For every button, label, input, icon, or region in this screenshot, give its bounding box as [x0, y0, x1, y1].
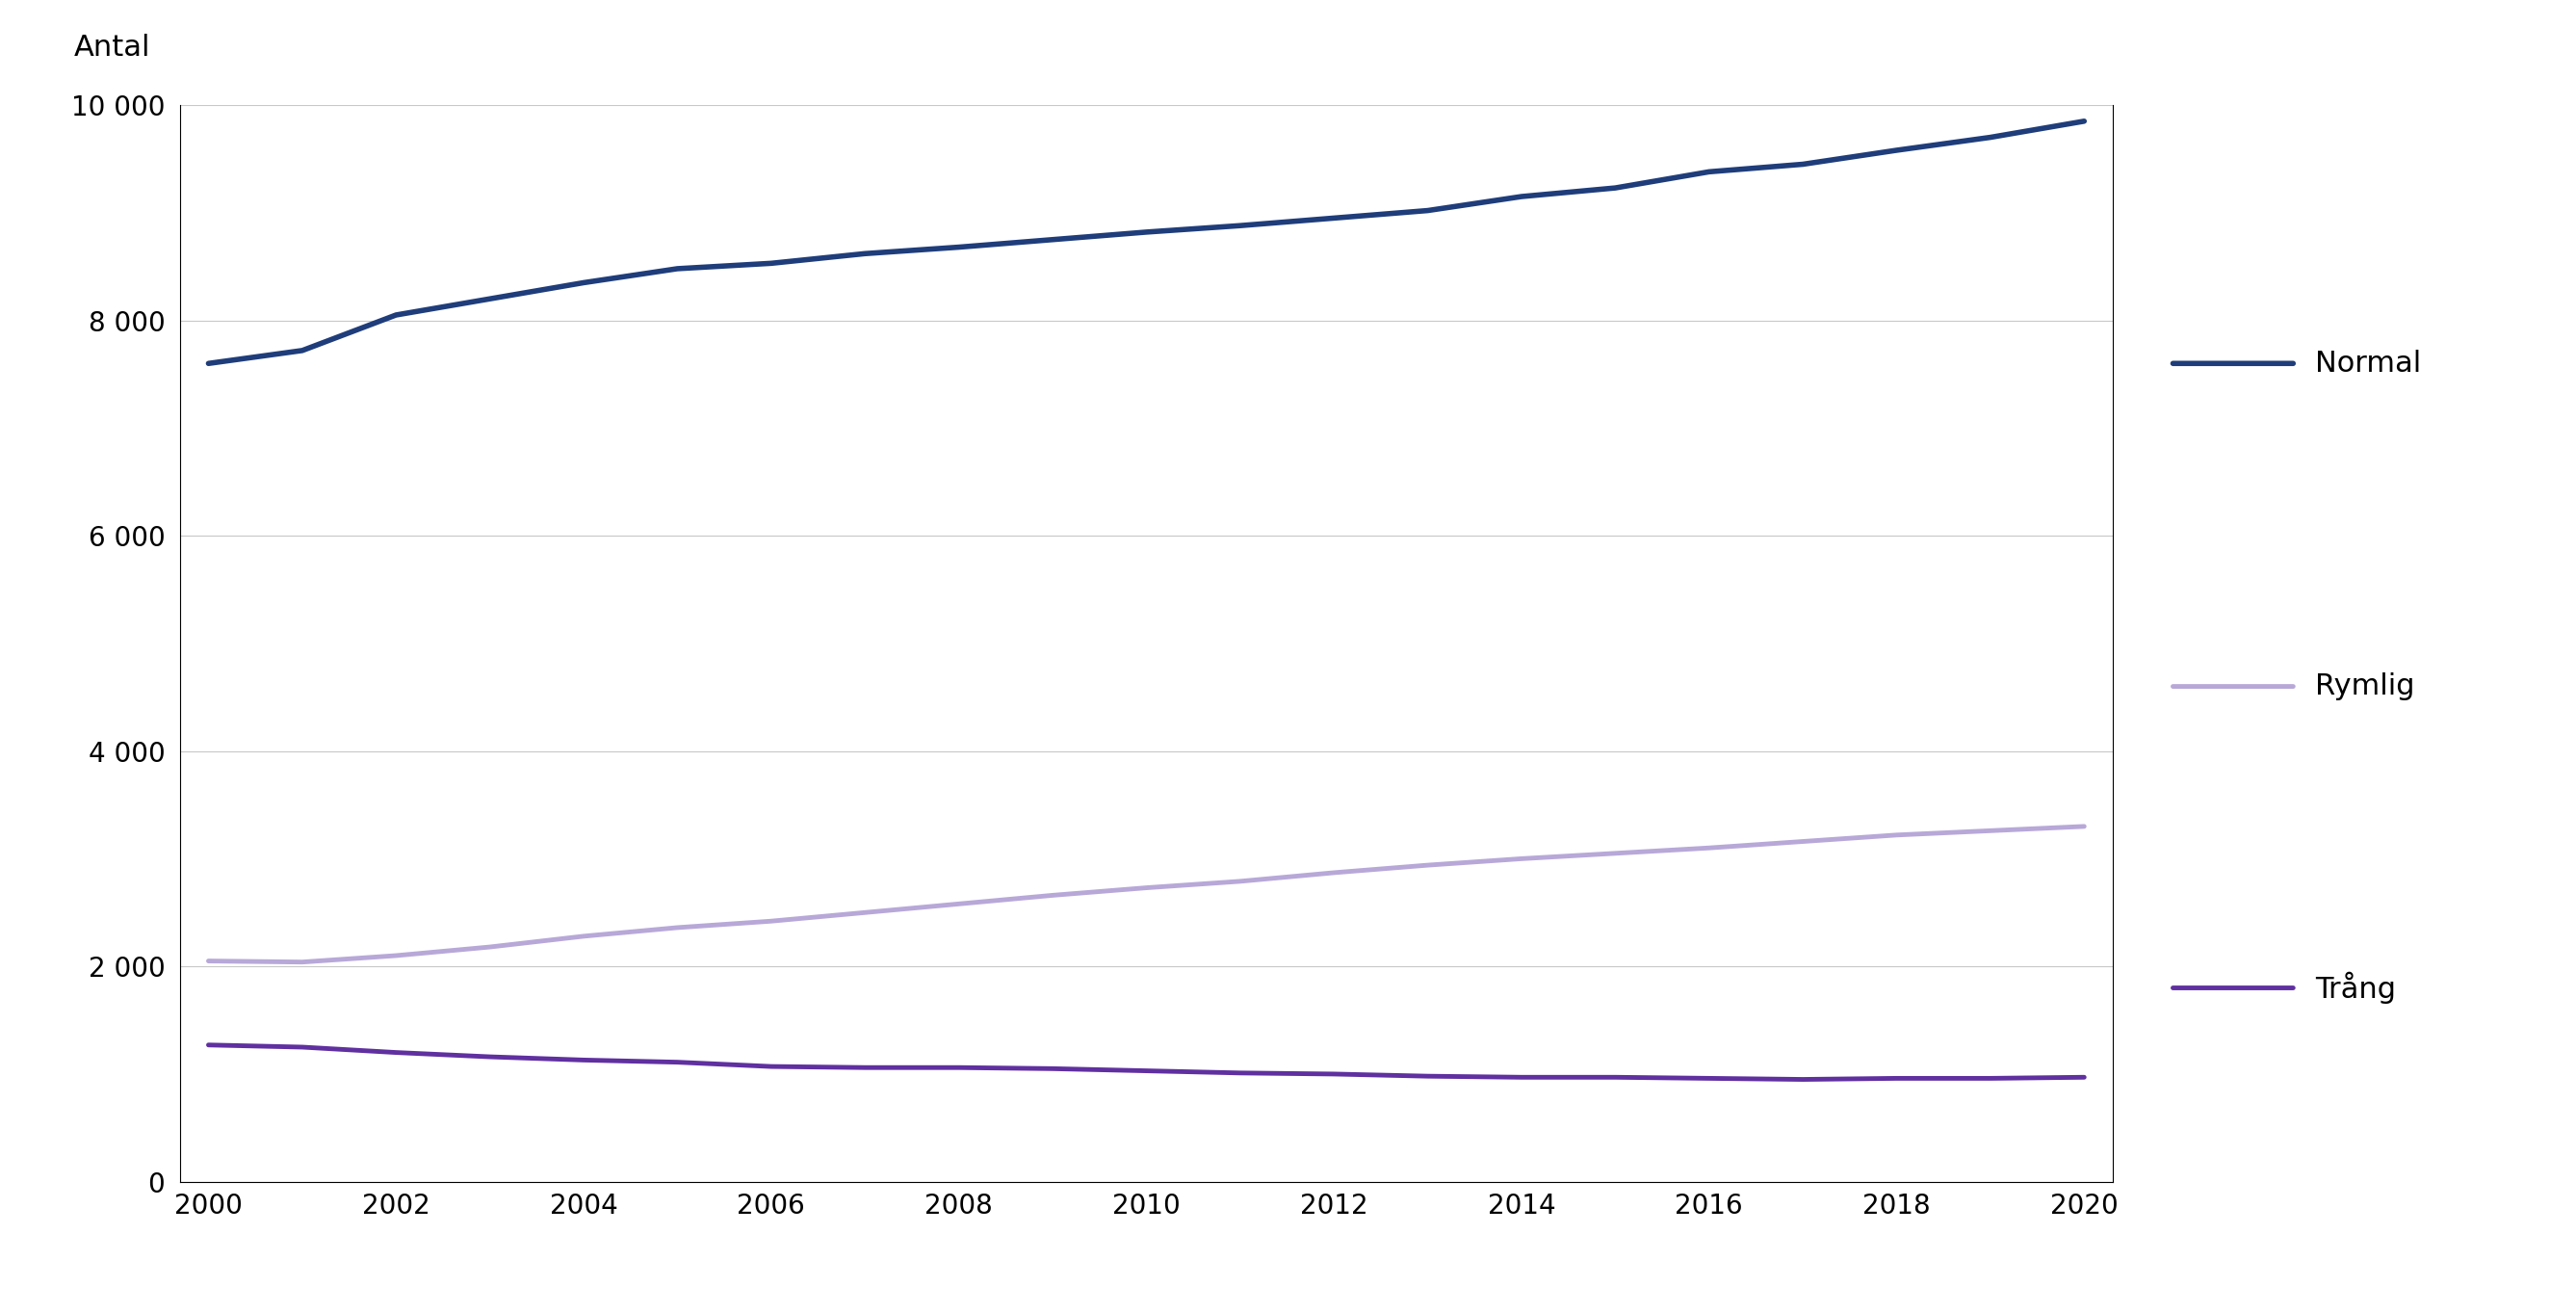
Text: Normal: Normal [2316, 349, 2421, 377]
Text: Rymlig: Rymlig [2316, 672, 2414, 700]
Text: Antal: Antal [75, 34, 149, 62]
Text: Trång: Trång [2316, 972, 2396, 1004]
